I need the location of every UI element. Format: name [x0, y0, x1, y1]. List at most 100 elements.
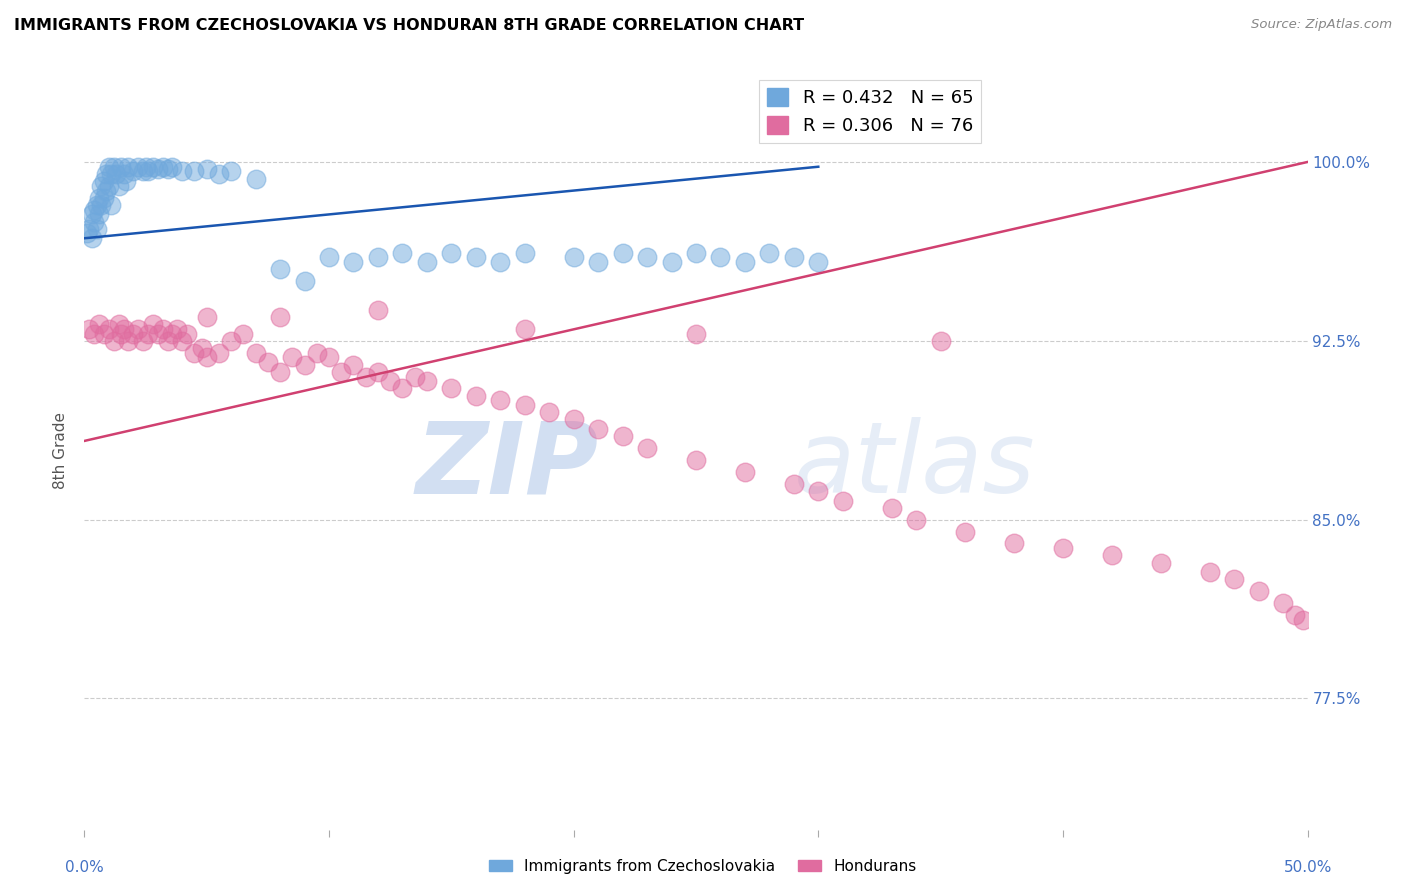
Point	[172, 334, 194, 348]
Point	[136, 164, 159, 178]
Point	[367, 250, 389, 264]
Point	[96, 184, 118, 198]
Point	[195, 351, 218, 365]
Point	[132, 164, 155, 178]
Point	[245, 171, 267, 186]
Point	[464, 389, 486, 403]
Legend: Immigrants from Czechoslovakia, Hondurans: Immigrants from Czechoslovakia, Honduran…	[484, 853, 922, 880]
Point	[391, 245, 413, 260]
Point	[219, 334, 242, 348]
Point	[112, 167, 135, 181]
Point	[586, 255, 609, 269]
Point	[342, 255, 364, 269]
Point	[1284, 607, 1306, 622]
Point	[538, 405, 561, 419]
Point	[636, 250, 658, 264]
Point	[208, 345, 231, 359]
Point	[195, 162, 218, 177]
Point	[110, 326, 132, 341]
Point	[103, 160, 125, 174]
Point	[562, 250, 585, 264]
Point	[156, 334, 179, 348]
Point	[176, 326, 198, 341]
Point	[156, 162, 179, 177]
Point	[1292, 613, 1315, 627]
Point	[685, 245, 707, 260]
Point	[105, 167, 128, 181]
Point	[87, 317, 110, 331]
Point	[93, 174, 115, 188]
Point	[152, 160, 174, 174]
Point	[330, 365, 353, 379]
Point	[208, 167, 231, 181]
Point	[146, 162, 169, 177]
Point	[464, 250, 486, 264]
Point	[117, 160, 139, 174]
Point	[232, 326, 254, 341]
Text: IMMIGRANTS FROM CZECHOSLOVAKIA VS HONDURAN 8TH GRADE CORRELATION CHART: IMMIGRANTS FROM CZECHOSLOVAKIA VS HONDUR…	[14, 18, 804, 33]
Point	[661, 255, 683, 269]
Point	[100, 167, 122, 181]
Point	[142, 160, 165, 174]
Point	[269, 310, 291, 324]
Point	[831, 493, 853, 508]
Point	[83, 202, 105, 217]
Point	[77, 322, 100, 336]
Point	[513, 245, 536, 260]
Point	[195, 310, 218, 324]
Point	[612, 429, 634, 443]
Point	[513, 398, 536, 412]
Text: ZIP: ZIP	[415, 417, 598, 514]
Point	[245, 345, 267, 359]
Point	[166, 322, 188, 336]
Point	[127, 160, 149, 174]
Point	[107, 178, 129, 193]
Point	[77, 221, 100, 235]
Point	[807, 255, 830, 269]
Point	[294, 274, 316, 288]
Point	[489, 393, 512, 408]
Text: atlas: atlas	[794, 417, 1035, 514]
Point	[1150, 556, 1173, 570]
Point	[685, 326, 707, 341]
Point	[342, 358, 364, 372]
Point	[929, 334, 952, 348]
Legend: R = 0.432   N = 65, R = 0.306   N = 76: R = 0.432 N = 65, R = 0.306 N = 76	[759, 80, 980, 143]
Point	[87, 191, 110, 205]
Point	[96, 167, 118, 181]
Point	[685, 453, 707, 467]
Point	[281, 351, 304, 365]
Point	[93, 326, 115, 341]
Point	[367, 365, 389, 379]
Point	[122, 164, 145, 178]
Point	[513, 322, 536, 336]
Point	[122, 326, 145, 341]
Point	[416, 374, 439, 388]
Point	[489, 255, 512, 269]
Point	[90, 178, 112, 193]
Point	[783, 250, 806, 264]
Point	[953, 524, 976, 539]
Point	[142, 317, 165, 331]
Point	[115, 174, 138, 188]
Point	[318, 351, 340, 365]
Point	[162, 326, 184, 341]
Point	[269, 262, 291, 277]
Point	[162, 160, 184, 174]
Point	[191, 341, 214, 355]
Point	[97, 160, 120, 174]
Point	[183, 164, 205, 178]
Point	[257, 355, 280, 369]
Point	[183, 345, 205, 359]
Point	[90, 198, 112, 212]
Point	[219, 164, 242, 178]
Point	[86, 198, 108, 212]
Y-axis label: 8th Grade: 8th Grade	[53, 412, 69, 489]
Point	[97, 178, 120, 193]
Point	[734, 465, 756, 479]
Point	[905, 513, 928, 527]
Point	[612, 245, 634, 260]
Point	[562, 412, 585, 426]
Point	[318, 250, 340, 264]
Point	[110, 160, 132, 174]
